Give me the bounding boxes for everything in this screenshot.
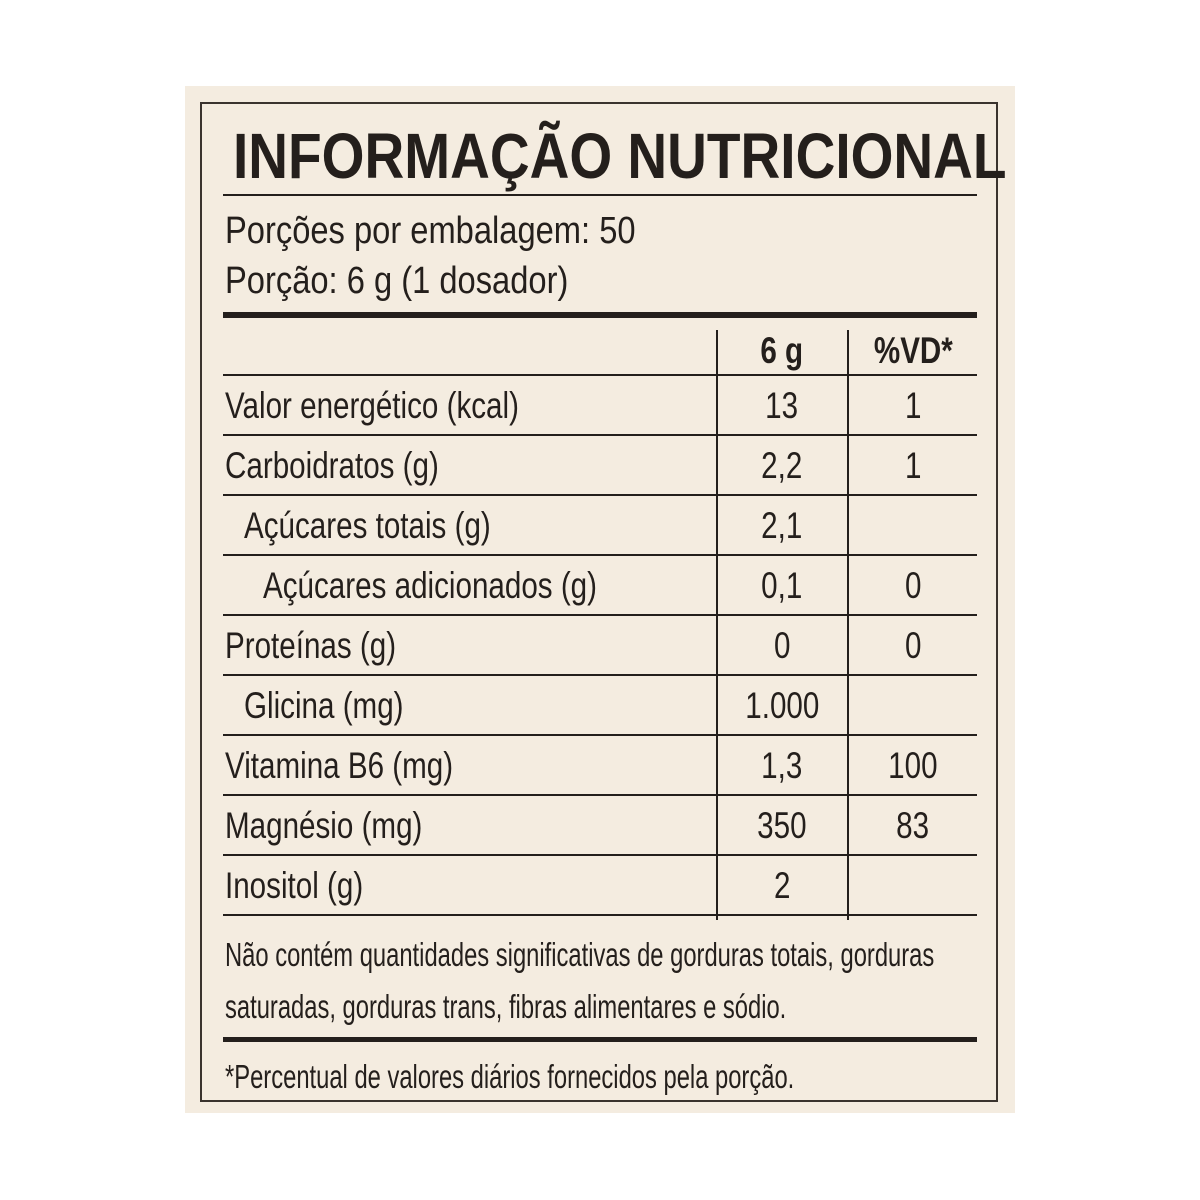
row-divider [223,494,977,496]
nutrient-amount: 1.000 [744,685,820,726]
thick-divider [223,1037,977,1042]
nutrient-label: Glicina (mg) [244,685,404,726]
column-divider [847,330,849,920]
nutrition-label-frame [200,102,998,1102]
nutrient-amount: 1,3 [761,745,803,786]
column-header-amount: 6 g [760,330,804,371]
nutrient-amount: 2 [773,865,791,906]
divider [223,194,977,196]
nutrient-amount: 2,1 [761,505,803,546]
serving-size: Porção: 6 g (1 dosador) [225,260,569,302]
row-divider [223,554,977,556]
row-divider [223,374,977,376]
nutrient-label: Carboidratos (g) [225,445,439,486]
nutrient-amount: 13 [765,385,799,426]
nutrient-amount: 2,2 [761,445,803,486]
nutrient-dv: 0 [904,565,922,606]
nutrient-dv: 83 [896,805,930,846]
nutrient-dv [848,687,978,724]
nutrient-label: Magnésio (mg) [225,805,423,846]
nutrient-amount: 350 [757,805,807,846]
row-divider [223,434,977,436]
nutrient-dv: 1 [904,445,922,486]
row-divider [223,854,977,856]
label-title: INFORMAÇÃO NUTRICIONAL [233,120,1007,192]
not-significant-note-line1: Não contém quantidades significativas de… [225,936,935,973]
nutrient-label: Inositol (g) [225,865,364,906]
column-header-dv: %VD* [873,330,953,371]
row-divider [223,914,977,916]
nutrient-dv: 1 [904,385,922,426]
nutrient-dv: 0 [904,625,922,666]
not-significant-note-line2: saturadas, gorduras trans, fibras alimen… [225,988,787,1025]
row-divider [223,734,977,736]
row-divider [223,614,977,616]
nutrient-label: Valor energético (kcal) [225,385,519,426]
nutrient-amount: 0,1 [761,565,803,606]
nutrient-dv [848,867,978,904]
nutrient-dv: 100 [888,745,938,786]
row-divider [223,794,977,796]
label-background [185,86,1015,1113]
footnote: *Percentual de valores diários fornecido… [225,1058,795,1095]
column-divider [716,330,718,920]
servings-per-package: Porções por embalagem: 50 [225,210,636,252]
nutrient-label: Açúcares adicionados (g) [263,565,597,606]
nutrient-label: Açúcares totais (g) [244,505,491,546]
thick-divider [223,312,977,318]
nutrient-amount: 0 [773,625,791,666]
nutrient-label: Proteínas (g) [225,625,397,666]
row-divider [223,674,977,676]
nutrient-dv [848,507,978,544]
nutrient-label: Vitamina B6 (mg) [225,745,454,786]
